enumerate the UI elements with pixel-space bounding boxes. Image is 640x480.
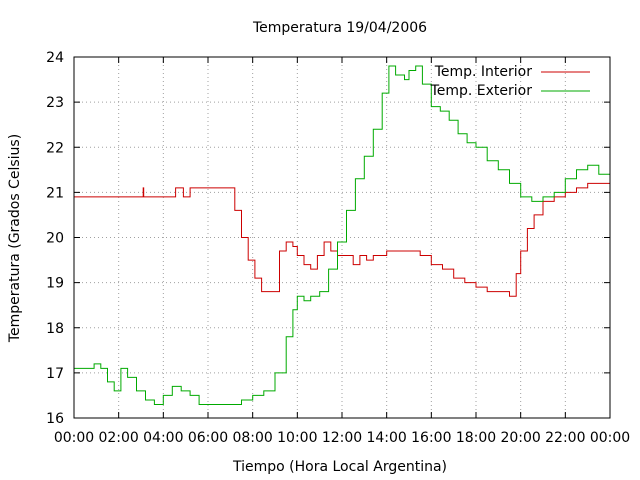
x-tick-label: 16:00 xyxy=(411,430,451,446)
legend-label-interior: Temp. Interior xyxy=(434,64,533,80)
y-tick-label: 17 xyxy=(46,366,64,382)
y-tick-label: 21 xyxy=(46,185,64,201)
plot-frame xyxy=(73,56,611,419)
x-tick-labels: 00:00 02:00 04:00 06:00 08:00 10:00 12:00 14:00… xyxy=(54,430,630,446)
y-tick-label: 16 xyxy=(46,411,64,427)
series-line-interior xyxy=(74,182,610,297)
series-lines xyxy=(74,65,611,405)
x-tick-label: 00:00 xyxy=(590,430,630,446)
y-tick-label: 23 xyxy=(46,95,64,111)
legend-label-exterior: Temp. Exterior xyxy=(430,83,533,99)
x-tick-label: 08:00 xyxy=(232,430,272,446)
x-tick-label: 22:00 xyxy=(545,430,585,446)
y-tick-labels: 16 17 18 19 20 21 22 23 24 xyxy=(46,50,64,427)
x-tick-label: 20:00 xyxy=(500,430,540,446)
grid-lines xyxy=(74,57,610,418)
y-axis-label: Temperatura (Grados Celsius) xyxy=(7,134,23,343)
y-tick-label: 19 xyxy=(46,276,64,292)
chart-title: Temperatura 19/04/2006 xyxy=(252,20,427,36)
x-tick-label: 04:00 xyxy=(143,430,183,446)
x-tick-label: 00:00 xyxy=(54,430,94,446)
y-tick-label: 20 xyxy=(46,231,64,247)
series-line-exterior xyxy=(74,65,611,405)
x-tick-label: 14:00 xyxy=(366,430,406,446)
y-tick-label: 18 xyxy=(46,321,64,337)
x-axis-label: Tiempo (Hora Local Argentina) xyxy=(232,459,447,475)
x-tick-label: 12:00 xyxy=(322,430,362,446)
legend: Temp. Interior Temp. Exterior xyxy=(430,64,590,99)
x-tick-label: 18:00 xyxy=(456,430,496,446)
y-tick-label: 24 xyxy=(46,50,64,66)
y-tick-label: 22 xyxy=(46,140,64,156)
x-tick-label: 10:00 xyxy=(277,430,317,446)
x-tick-label: 06:00 xyxy=(188,430,228,446)
x-tick-label: 02:00 xyxy=(98,430,138,446)
